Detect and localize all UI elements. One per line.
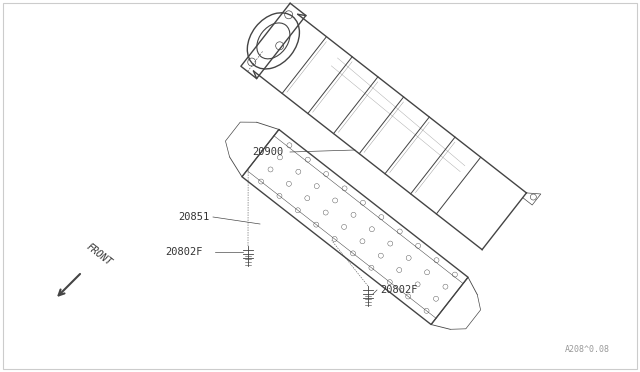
Text: 20900: 20900 <box>252 147 284 157</box>
Text: 20802F: 20802F <box>380 285 417 295</box>
Text: FRONT: FRONT <box>84 242 113 268</box>
Text: 20851: 20851 <box>178 212 209 222</box>
Text: A208^0.08: A208^0.08 <box>565 345 610 354</box>
Text: 20802F: 20802F <box>165 247 202 257</box>
